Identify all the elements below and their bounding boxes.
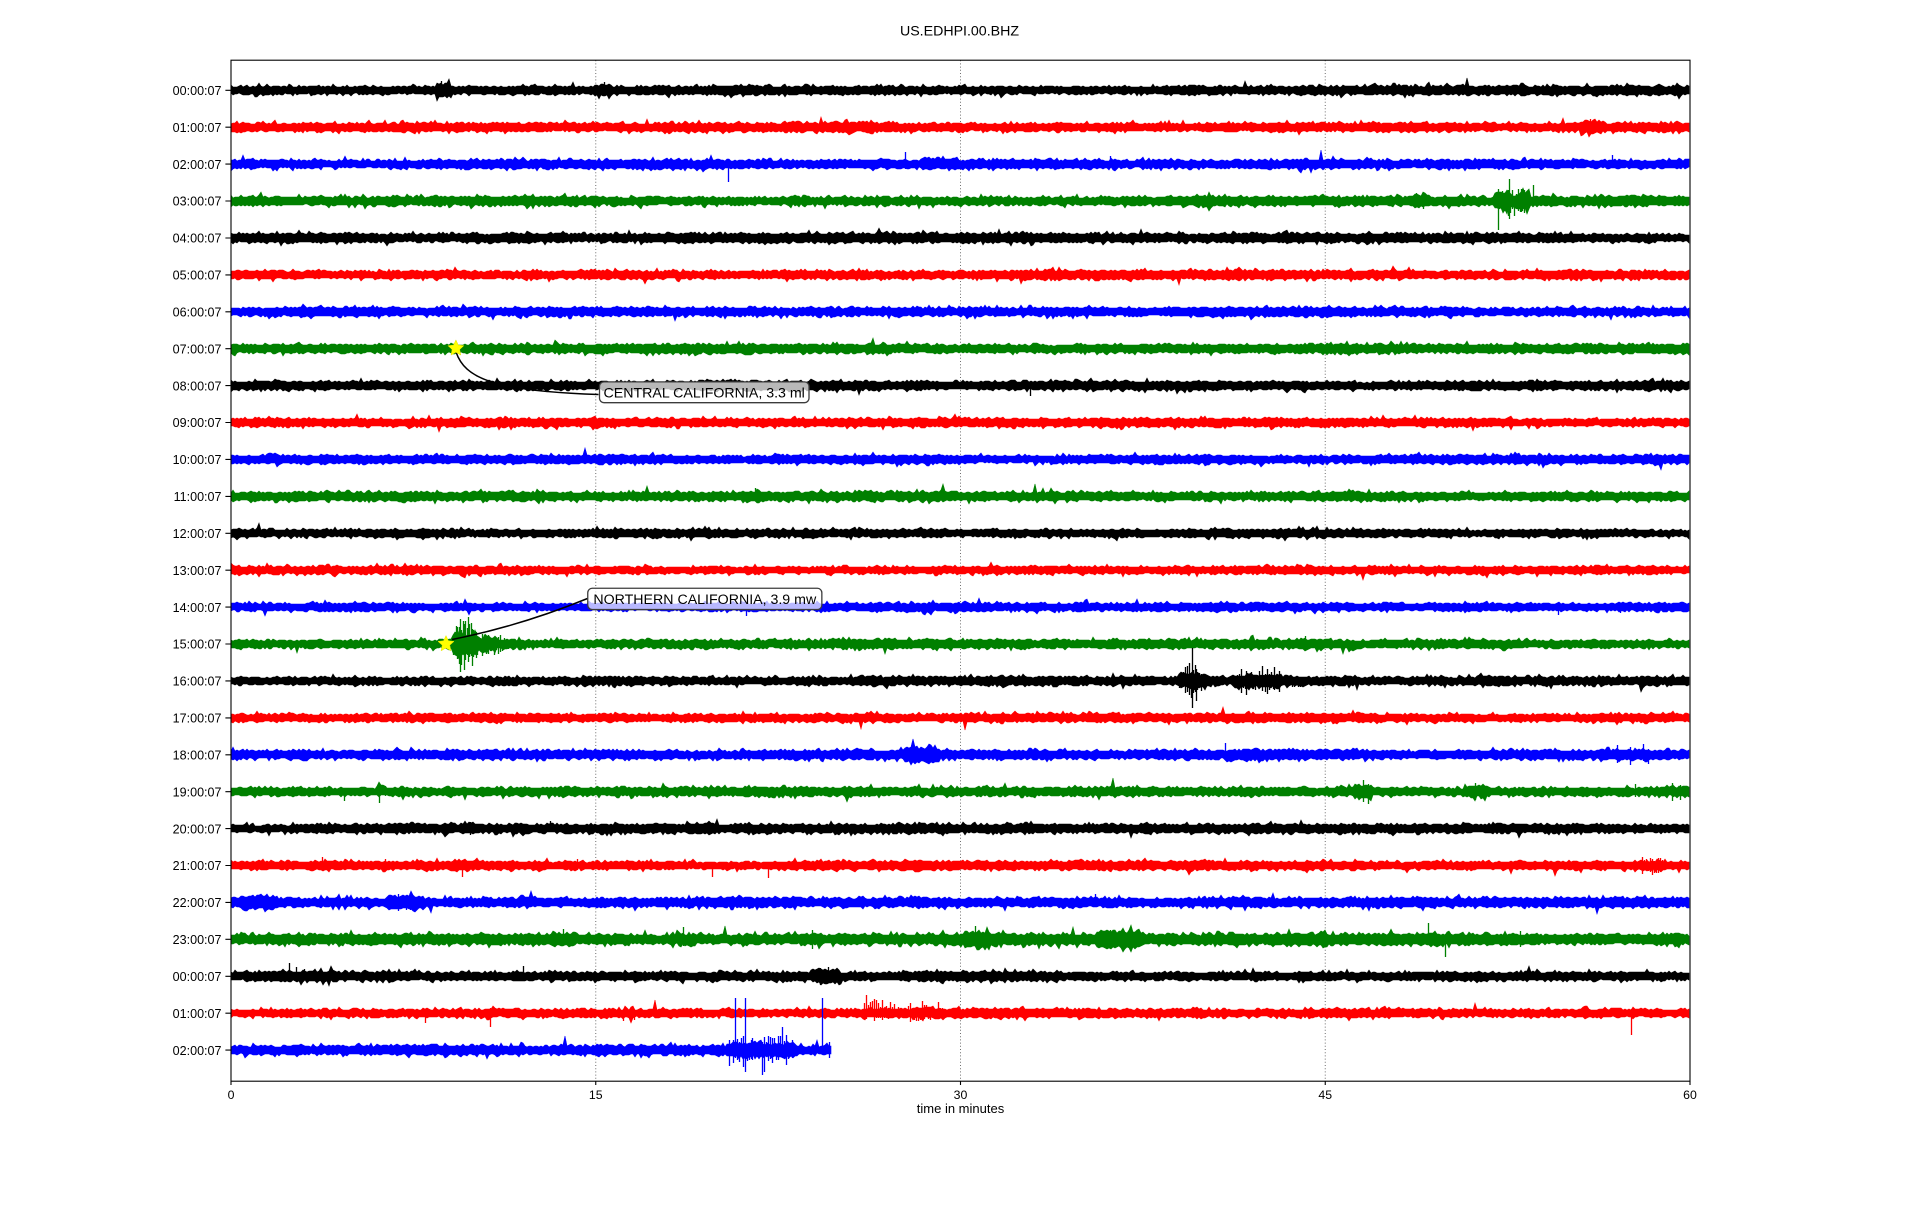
svg-text:10:00:07: 10:00:07 — [173, 453, 222, 467]
svg-text:11:00:07: 11:00:07 — [174, 490, 222, 504]
svg-text:17:00:07: 17:00:07 — [173, 712, 222, 726]
svg-text:09:00:07: 09:00:07 — [173, 416, 222, 430]
svg-text:04:00:07: 04:00:07 — [173, 232, 222, 246]
svg-text:01:00:07: 01:00:07 — [173, 1007, 222, 1021]
svg-text:60: 60 — [1683, 1088, 1697, 1102]
svg-text:time in minutes: time in minutes — [917, 1101, 1005, 1116]
svg-text:00:00:07: 00:00:07 — [173, 84, 222, 98]
svg-text:45: 45 — [1318, 1088, 1332, 1102]
svg-text:08:00:07: 08:00:07 — [173, 379, 222, 393]
svg-text:02:00:07: 02:00:07 — [173, 1044, 222, 1058]
svg-text:30: 30 — [954, 1088, 968, 1102]
svg-text:21:00:07: 21:00:07 — [173, 859, 222, 873]
svg-text:12:00:07: 12:00:07 — [173, 527, 222, 541]
svg-text:20:00:07: 20:00:07 — [173, 822, 222, 836]
svg-text:16:00:07: 16:00:07 — [173, 675, 222, 689]
svg-text:02:00:07: 02:00:07 — [173, 158, 222, 172]
svg-text:0: 0 — [228, 1088, 235, 1102]
svg-text:01:00:07: 01:00:07 — [173, 121, 222, 135]
svg-text:13:00:07: 13:00:07 — [173, 564, 222, 578]
svg-text:CENTRAL CALIFORNIA, 3.3 ml: CENTRAL CALIFORNIA, 3.3 ml — [604, 385, 805, 401]
svg-text:15:00:07: 15:00:07 — [173, 638, 222, 652]
svg-text:19:00:07: 19:00:07 — [173, 785, 222, 799]
svg-text:03:00:07: 03:00:07 — [173, 195, 222, 209]
svg-text:00:00:07: 00:00:07 — [173, 970, 222, 984]
svg-text:07:00:07: 07:00:07 — [173, 342, 222, 356]
svg-text:15: 15 — [589, 1088, 603, 1102]
svg-text:14:00:07: 14:00:07 — [173, 601, 222, 615]
svg-text:NORTHERN CALIFORNIA, 3.9 mw: NORTHERN CALIFORNIA, 3.9 mw — [593, 592, 817, 608]
svg-text:18:00:07: 18:00:07 — [173, 749, 222, 763]
svg-text:US.EDHPI.00.BHZ: US.EDHPI.00.BHZ — [900, 23, 1019, 39]
svg-text:22:00:07: 22:00:07 — [173, 896, 222, 910]
svg-text:05:00:07: 05:00:07 — [173, 269, 222, 283]
svg-text:23:00:07: 23:00:07 — [173, 933, 222, 947]
svg-text:06:00:07: 06:00:07 — [173, 306, 222, 320]
